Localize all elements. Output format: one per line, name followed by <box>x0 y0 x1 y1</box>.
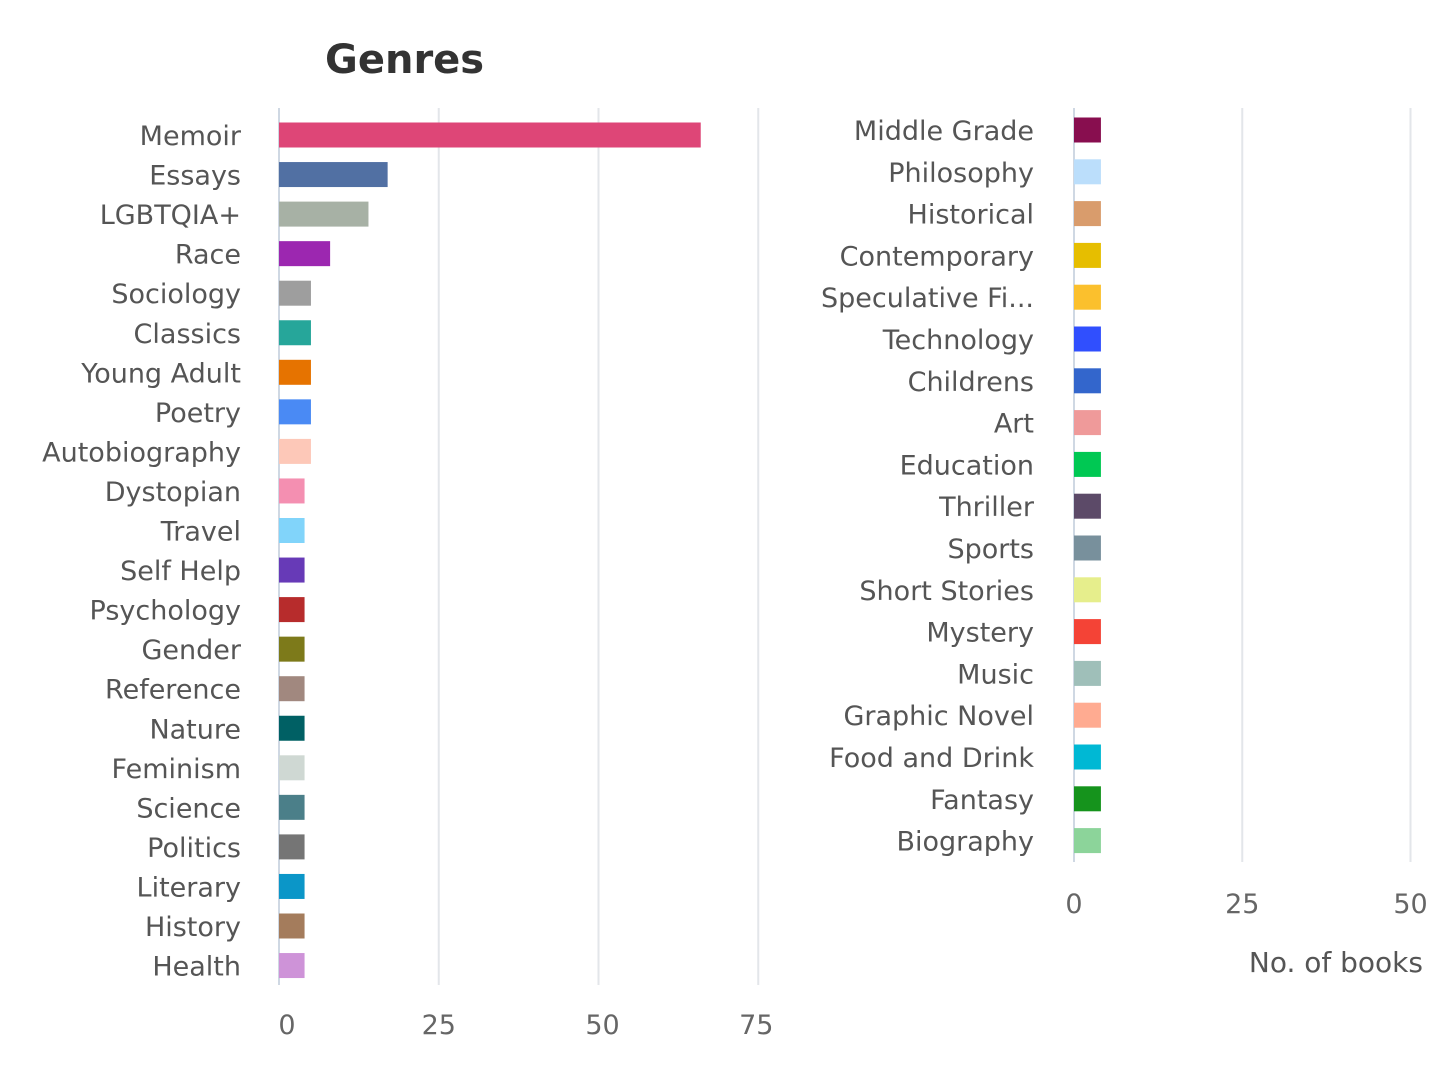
category-label: Race <box>175 240 241 271</box>
x-axis-title: No. of books <box>1249 946 1423 979</box>
category-label: Speculative Fi... <box>821 283 1034 314</box>
category-label: Art <box>994 409 1034 440</box>
bar[interactable] <box>1074 242 1101 268</box>
category-label: Philosophy <box>888 158 1034 189</box>
bar[interactable] <box>279 438 311 464</box>
bar[interactable] <box>1074 535 1101 561</box>
category-label: Music <box>957 659 1034 690</box>
bar[interactable] <box>279 873 305 899</box>
bar[interactable] <box>279 794 305 820</box>
x-tick-label: 50 <box>585 1010 619 1041</box>
x-tick-label: 50 <box>1393 889 1427 920</box>
bar[interactable] <box>279 636 305 662</box>
bar[interactable] <box>1074 828 1101 854</box>
category-label: Politics <box>147 833 241 864</box>
category-label: Dystopian <box>105 477 241 508</box>
bar[interactable] <box>1074 451 1101 477</box>
x-tick-label: 25 <box>1225 889 1259 920</box>
category-label: Thriller <box>938 492 1035 523</box>
category-label: Gender <box>142 635 242 666</box>
x-tick-label: 25 <box>422 1010 456 1041</box>
category-label: Short Stories <box>859 576 1034 607</box>
category-label: Graphic Novel <box>843 701 1034 732</box>
category-label: Mystery <box>926 618 1034 649</box>
category-label: Essays <box>149 161 241 192</box>
bar[interactable] <box>1074 159 1101 185</box>
x-tick-label: 75 <box>739 1010 773 1041</box>
bar[interactable] <box>279 478 305 504</box>
bar[interactable] <box>279 399 311 425</box>
category-label: Classics <box>134 319 241 350</box>
bar[interactable] <box>1074 284 1101 310</box>
bar[interactable] <box>279 518 305 543</box>
bar[interactable] <box>279 241 331 267</box>
category-label: Reference <box>105 675 241 706</box>
bar[interactable] <box>279 359 311 385</box>
bar[interactable] <box>1074 493 1101 519</box>
category-label: Memoir <box>140 121 242 152</box>
category-label: Young Adult <box>80 358 241 389</box>
category-label: Autobiography <box>42 437 241 468</box>
bar[interactable] <box>279 755 305 781</box>
bar[interactable] <box>1074 410 1101 436</box>
bar[interactable] <box>1074 326 1101 352</box>
bar[interactable] <box>279 320 311 346</box>
bar[interactable] <box>1074 744 1101 770</box>
bar[interactable] <box>279 715 305 741</box>
category-label: Technology <box>882 325 1034 356</box>
bar[interactable] <box>279 162 388 188</box>
bar[interactable] <box>279 676 305 702</box>
category-label: Poetry <box>155 398 241 429</box>
category-label: History <box>145 912 241 943</box>
category-label: Sociology <box>111 279 241 310</box>
category-label: Self Help <box>120 556 241 587</box>
category-label: Health <box>152 952 241 983</box>
category-label: Fantasy <box>930 785 1034 816</box>
category-label: Psychology <box>90 596 241 627</box>
bar[interactable] <box>279 834 305 860</box>
bar[interactable] <box>279 913 305 939</box>
bar[interactable] <box>1074 660 1101 686</box>
category-label: Sports <box>947 534 1034 565</box>
chart-panel-0: 0 25 50 75 Memoir Essays LGBTQIA+ Race Sociology… <box>42 108 773 1041</box>
category-label: Nature <box>149 714 241 745</box>
bar[interactable] <box>1074 619 1101 645</box>
chart-title: Genres <box>325 37 484 83</box>
x-tick-label: 0 <box>1065 889 1082 920</box>
category-label: Travel <box>160 517 241 548</box>
category-label: Food and Drink <box>829 743 1034 774</box>
bar[interactable] <box>279 597 305 623</box>
bar[interactable] <box>279 557 305 583</box>
bar[interactable] <box>279 201 369 227</box>
bar[interactable] <box>1074 702 1101 728</box>
bar[interactable] <box>1074 117 1101 143</box>
category-label: Contemporary <box>840 241 1034 272</box>
bar[interactable] <box>1074 577 1101 603</box>
category-label: Historical <box>908 200 1034 231</box>
category-label: Middle Grade <box>854 116 1034 147</box>
category-label: Science <box>136 793 241 824</box>
category-label: Biography <box>896 827 1034 858</box>
bar[interactable] <box>279 280 311 306</box>
chart-panel-1: 0 25 50 Middle Grade Philosophy Historical Con… <box>821 108 1428 920</box>
x-tick-label: 0 <box>278 1010 295 1041</box>
bar[interactable] <box>1074 201 1101 227</box>
bar[interactable] <box>279 953 305 979</box>
bar[interactable] <box>279 122 701 148</box>
category-label: Childrens <box>908 367 1034 398</box>
category-label: Education <box>900 450 1034 481</box>
category-label: Feminism <box>112 754 241 785</box>
category-label: LGBTQIA+ <box>100 200 241 231</box>
bar[interactable] <box>1074 368 1101 394</box>
bar[interactable] <box>1074 786 1101 812</box>
category-label: Literary <box>137 872 241 903</box>
